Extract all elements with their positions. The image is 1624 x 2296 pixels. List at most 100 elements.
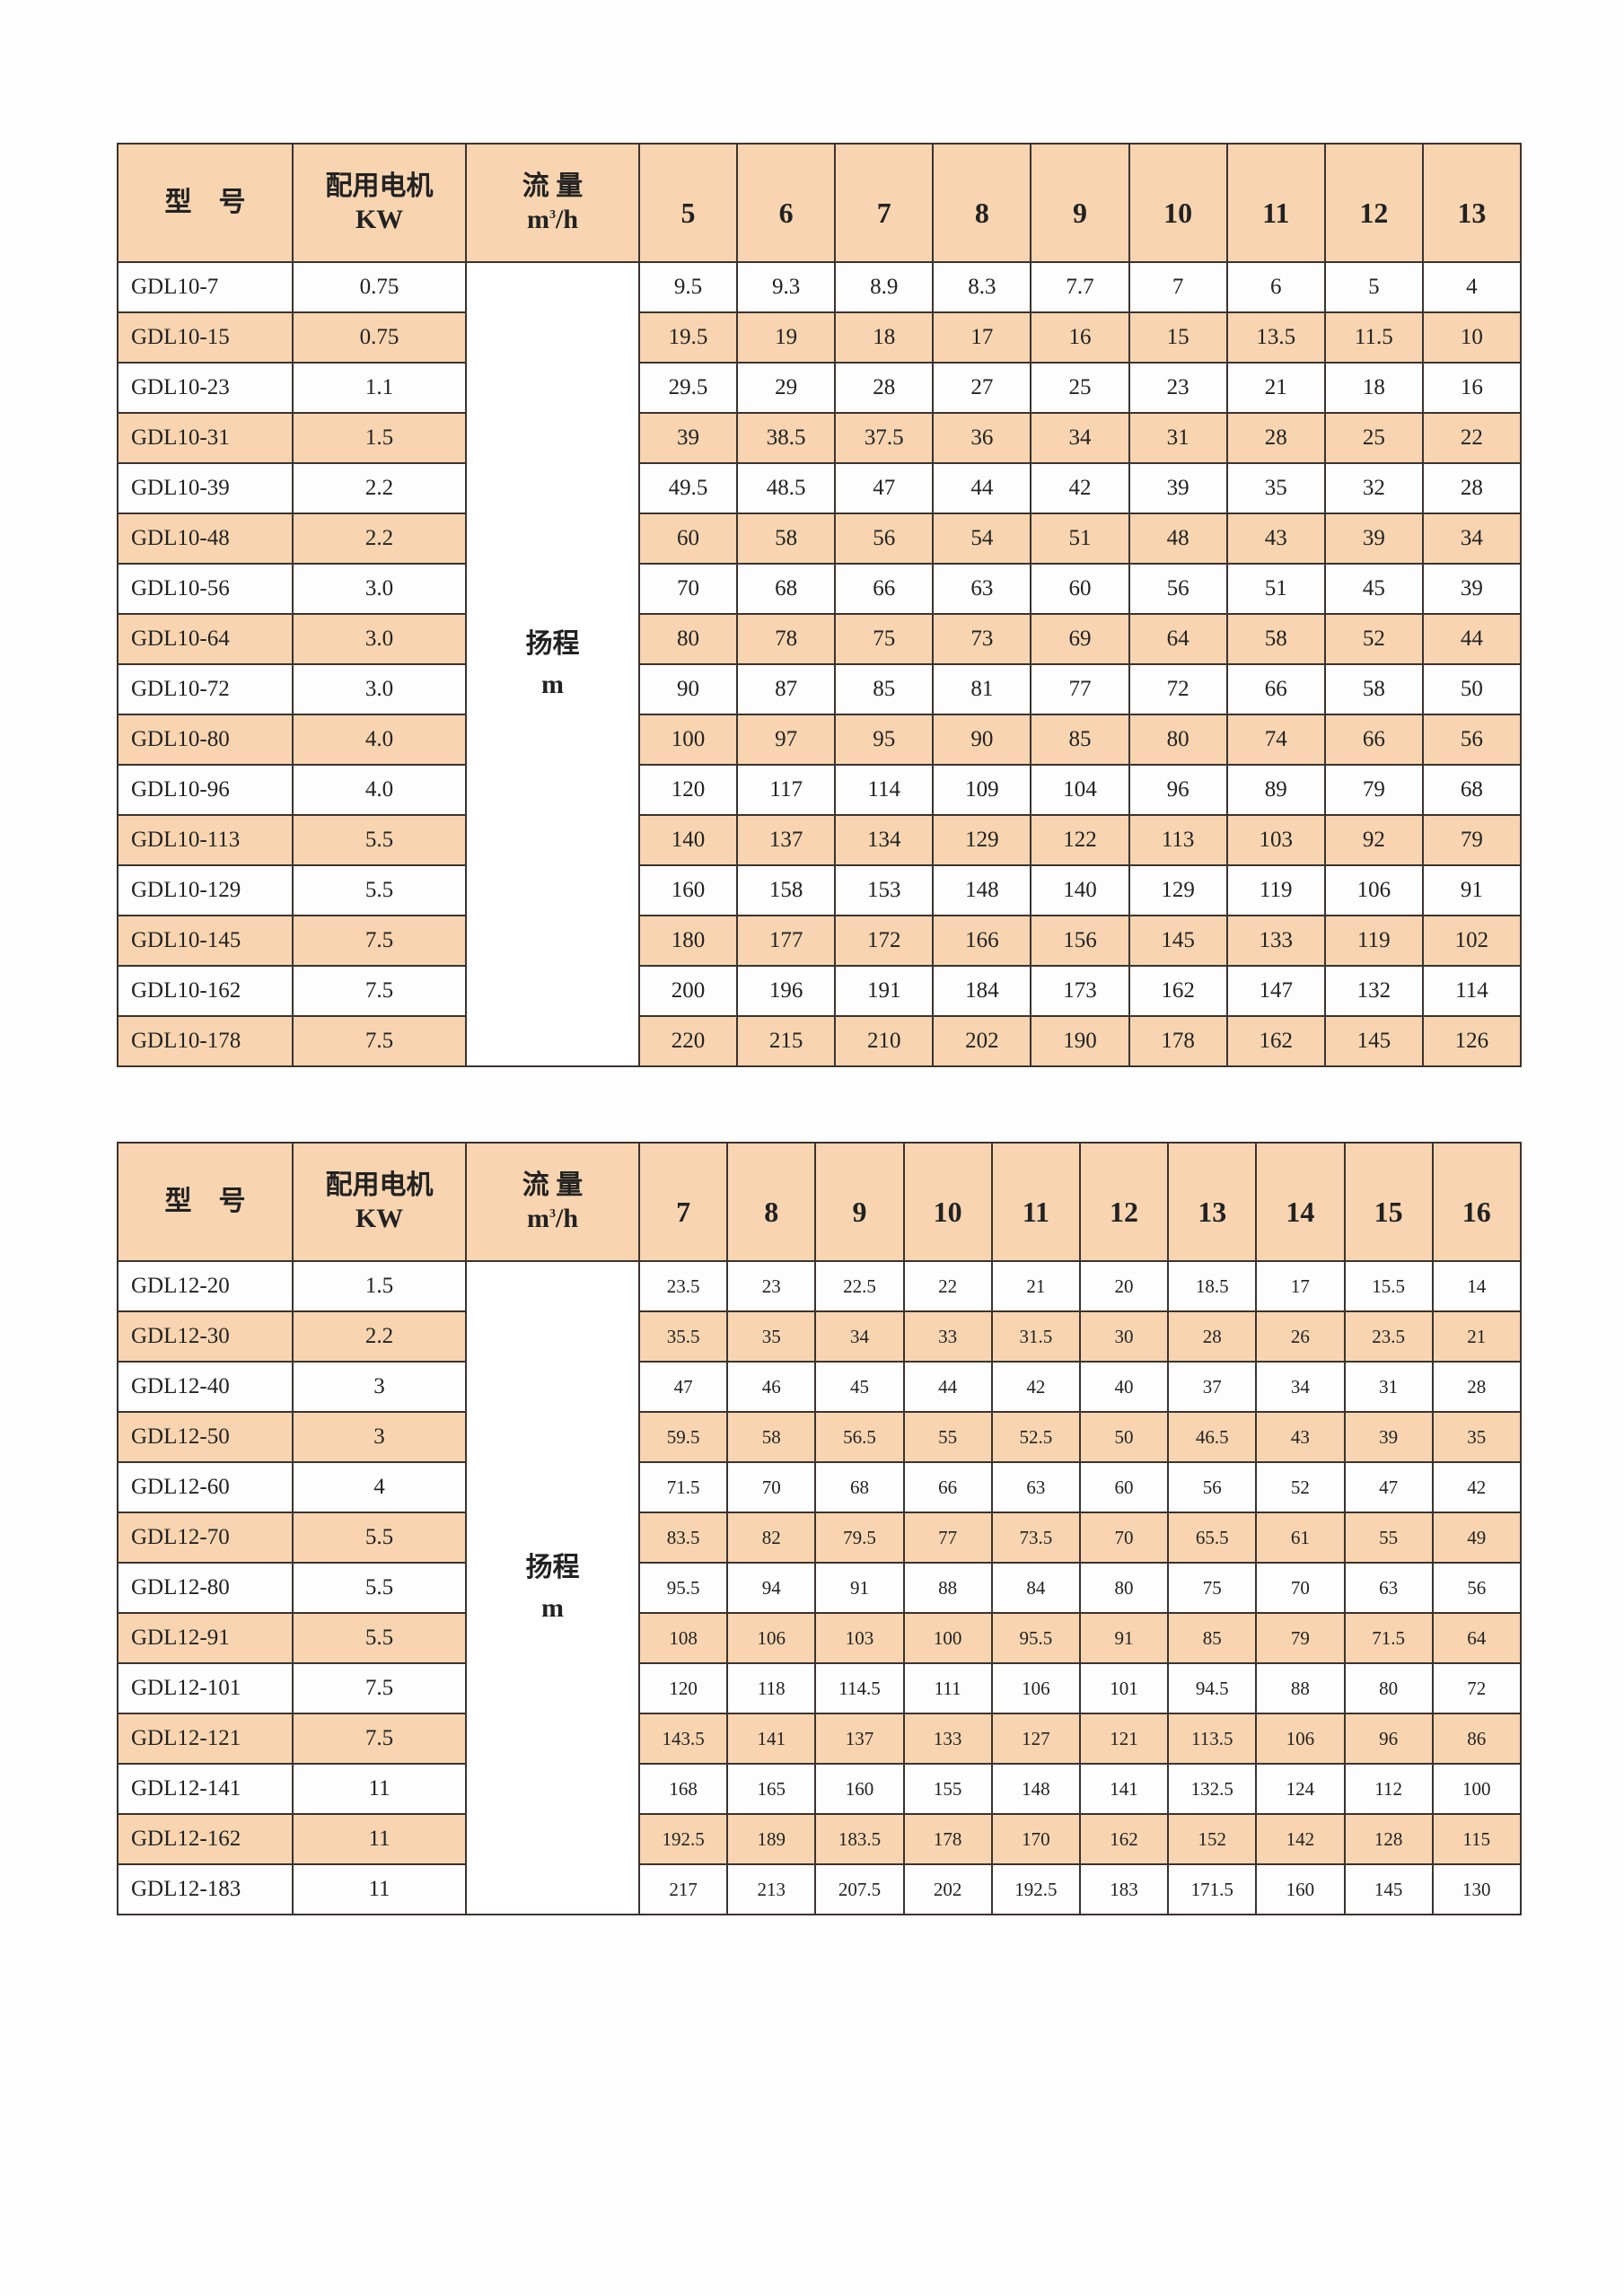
head-value-cell: 106 — [1323, 864, 1424, 916]
head-value-cell: 9.3 — [736, 261, 837, 313]
model-cell: GDL12-20 — [117, 1260, 294, 1312]
head-value-cell: 47 — [637, 1361, 729, 1413]
head-value-cell: 148 — [990, 1763, 1081, 1815]
head-value-cell: 95.5 — [637, 1562, 729, 1614]
model-cell: GDL10-56 — [117, 563, 294, 615]
head-unit: m — [541, 670, 564, 699]
header-flow-value: 16 — [1431, 1142, 1522, 1262]
header-flow-label: 流 量 — [522, 1170, 584, 1200]
flow-unit-sup: 3 — [549, 208, 556, 222]
head-value-cell: 70 — [637, 563, 739, 615]
head-value-cell: 48 — [1128, 513, 1228, 565]
head-value-cell: 19 — [736, 311, 837, 364]
head-value-cell: 160 — [814, 1763, 905, 1815]
head-value-cell: 51 — [1225, 563, 1326, 615]
motor-kw-cell: 11 — [292, 1763, 467, 1815]
head-value-cell: 8.3 — [932, 261, 1032, 313]
head-value-cell: 84 — [990, 1562, 1081, 1614]
head-value-cell: 23 — [1128, 362, 1228, 414]
table-row: GDL10-162 7.5 200 196 191 184 173 162 147 132 114 — [117, 965, 1522, 1017]
model-cell: GDL10-39 — [117, 462, 294, 514]
motor-kw-cell: 1.1 — [292, 362, 467, 414]
head-value-cell: 130 — [1431, 1863, 1522, 1915]
model-cell: GDL10-31 — [117, 412, 294, 464]
head-value-cell: 166 — [932, 915, 1032, 967]
head-value-cell: 177 — [736, 915, 837, 967]
head-value-cell: 38.5 — [736, 412, 837, 464]
model-cell: GDL12-60 — [117, 1461, 294, 1513]
table-row: GDL12-70 5.5 83.5 82 79.5 77 73.5 70 65.5 61 55 49 — [117, 1512, 1522, 1564]
head-value-cell: 128 — [1343, 1813, 1434, 1865]
head-value-cell: 104 — [1030, 764, 1130, 816]
head-value-cell: 109 — [932, 764, 1032, 816]
motor-kw-cell: 7.5 — [292, 1015, 467, 1067]
head-value-cell: 56.5 — [814, 1411, 905, 1463]
motor-kw-cell: 7.5 — [292, 965, 467, 1017]
motor-kw-cell: 5.5 — [292, 1612, 467, 1664]
table-row: GDL12-60 4 71.5 70 68 66 63 60 56 52 47 42 — [117, 1461, 1522, 1513]
head-value-cell: 75 — [1167, 1562, 1258, 1614]
head-value-cell: 117 — [736, 764, 837, 816]
head-value-cell: 26 — [1255, 1310, 1346, 1363]
header-motor-unit: KW — [355, 1204, 404, 1233]
pump-performance-table-gdl10: 型 号配用电机 KW 流 量 m3/h 5 6 7 8 9 10 11 12 13 GDL10-7 0.75… — [117, 143, 1522, 1067]
head-value-cell: 145 — [1128, 915, 1228, 967]
table-row: GDL12-141 11 168 165 160 155 148 141 132.5 124 112… — [117, 1763, 1522, 1815]
head-value-cell: 173 — [1030, 965, 1130, 1017]
head-value-cell: 114 — [1421, 965, 1522, 1017]
head-value-cell: 91 — [1421, 864, 1522, 916]
head-value-cell: 119 — [1323, 915, 1424, 967]
head-value-cell: 28 — [1431, 1361, 1522, 1413]
table-row: GDL12-101 7.5 120 118 114.5 111 106 101 94.5 88 80… — [117, 1662, 1522, 1714]
head-value-cell: 178 — [1128, 1015, 1228, 1067]
head-value-cell: 96 — [1128, 764, 1228, 816]
header-flow-value: 11 — [990, 1142, 1081, 1262]
motor-kw-cell: 11 — [292, 1863, 467, 1915]
model-cell: GDL10-80 — [117, 714, 294, 766]
head-value-cell: 80 — [1128, 714, 1228, 766]
head-value-cell: 36 — [932, 412, 1032, 464]
head-value-cell: 147 — [1225, 965, 1326, 1017]
head-value-cell: 80 — [1343, 1662, 1434, 1714]
head-value-cell: 42 — [1431, 1461, 1522, 1513]
head-value-cell: 132 — [1323, 965, 1424, 1017]
table-row: GDL12-40 3 47 46 45 44 42 40 37 34 31 28 — [117, 1361, 1522, 1413]
head-value-cell: 19.5 — [637, 311, 739, 364]
head-value-cell: 68 — [736, 563, 837, 615]
head-value-cell: 152 — [1167, 1813, 1258, 1865]
head-value-cell: 220 — [637, 1015, 739, 1067]
head-value-cell: 40 — [1078, 1361, 1170, 1413]
head-value-cell: 145 — [1323, 1015, 1424, 1067]
head-value-cell: 127 — [990, 1713, 1081, 1765]
head-value-cell: 64 — [1128, 613, 1228, 665]
head-value-cell: 90 — [637, 663, 739, 715]
head-value-cell: 71.5 — [1343, 1612, 1434, 1664]
motor-kw-cell: 0.75 — [292, 311, 467, 364]
head-value-cell: 89 — [1225, 764, 1326, 816]
header-flow-value: 11 — [1225, 143, 1326, 263]
head-value-cell: 52 — [1323, 613, 1424, 665]
head-value-cell: 85 — [1167, 1612, 1258, 1664]
head-value-cell: 66 — [1225, 663, 1326, 715]
head-value-cell: 202 — [932, 1015, 1032, 1067]
table-row: GDL10-178 7.5 220 215 210 202 190 178 162 145 126 — [117, 1015, 1522, 1067]
head-value-cell: 90 — [932, 714, 1032, 766]
head-value-cell: 21 — [1431, 1310, 1522, 1363]
head-value-cell: 215 — [736, 1015, 837, 1067]
head-value-cell: 192.5 — [990, 1863, 1081, 1915]
head-value-cell: 133 — [902, 1713, 993, 1765]
model-cell: GDL12-70 — [117, 1512, 294, 1564]
head-value-cell: 129 — [1128, 864, 1228, 916]
head-value-cell: 23 — [726, 1260, 817, 1312]
head-value-cell: 21 — [1225, 362, 1326, 414]
header-flow-value: 8 — [932, 143, 1032, 263]
head-value-cell: 155 — [902, 1763, 993, 1815]
head-value-cell: 124 — [1255, 1763, 1346, 1815]
head-value-cell: 52.5 — [990, 1411, 1081, 1463]
head-value-cell: 79 — [1255, 1612, 1346, 1664]
model-cell: GDL10-178 — [117, 1015, 294, 1067]
header-flow-label: 流 量 — [522, 171, 584, 201]
head-value-cell: 91 — [814, 1562, 905, 1614]
head-value-cell: 103 — [1225, 814, 1326, 866]
motor-kw-cell: 5.5 — [292, 814, 467, 866]
